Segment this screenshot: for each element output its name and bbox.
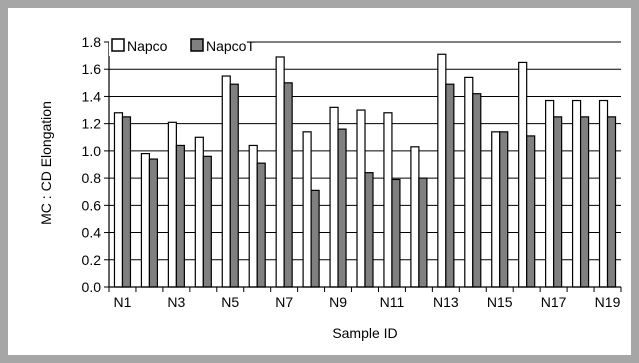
bar-napco-n12 [410,146,420,288]
bar-napco-n4 [194,136,204,288]
y-axis-label: MC : CD Elongation [38,101,54,225]
bar-napcot-n18 [579,116,590,288]
x-tick-label: N7 [275,294,293,310]
bar-napcot-n8 [310,189,320,288]
bar-napco-n10 [356,109,366,288]
x-tick-label: N1 [114,294,132,310]
bar-napcot-n6 [256,162,266,288]
bar-napcot-n10 [364,172,374,288]
y-tick-label: 1.6 [82,61,102,77]
y-tick-label: 0.2 [82,252,102,268]
bar-napco-n7 [275,56,285,288]
bar-napcot-n17 [553,116,563,288]
bar-napco-n13 [437,53,447,288]
x-tick-label: N9 [329,294,347,310]
bar-napco-n15 [491,131,501,288]
bar-napcot-n13 [445,83,455,288]
bar-napcot-n2 [148,158,159,288]
bar-napcot-n7 [283,82,293,288]
y-tick-label: 0.0 [82,279,102,295]
y-tick-label: 0.6 [82,197,102,213]
y-tick-label: 1.0 [82,143,102,159]
legend-swatch-napcot [190,38,204,52]
bar-napcot-n1 [121,116,132,288]
bar-napco-n5 [221,75,231,288]
legend: Napco NapcoT [109,34,255,56]
x-tick-label: N3 [167,294,185,310]
bar-napco-n1 [113,112,124,288]
bar-napcot-n9 [337,128,347,288]
bar-napco-n3 [167,121,177,288]
bar-napco-n11 [383,112,393,288]
bar-napcot-n5 [229,83,239,288]
legend-swatch-napco [111,38,125,52]
y-tick-label: 1.8 [82,34,102,50]
bar-napcot-n12 [418,177,428,288]
x-tick-label: N13 [433,294,459,310]
x-tick-label: N11 [380,294,405,310]
bar-napcot-n3 [175,144,185,288]
y-tick-label: 1.4 [82,88,102,104]
x-tick-labels: N1 N3 N5 N7 N9 N11 N13 N15 N17 N19 [114,294,621,310]
bar-napco-n18 [571,99,582,288]
bar-napcot-n15 [499,131,509,288]
bars [113,53,617,288]
y-tick-labels: 0.0 0.2 0.4 0.6 0.8 1.0 1.2 1.4 1.6 1.8 [82,34,102,295]
bar-napcot-n14 [472,93,482,288]
x-axis-label: Sample ID [332,325,397,341]
bar-napco-n16 [518,61,528,288]
bar-napcot-n16 [526,135,536,288]
bar-napco-n19 [598,99,609,288]
bar-napco-n17 [545,99,555,288]
legend-background [109,34,247,56]
bar-chart: 0.00.20.40.60.81.01.21.41.61.8 N1 N3 N5 N7 N… [38,34,622,341]
legend-label-napco: Napco [127,38,168,54]
bar-napco-n2 [140,153,151,288]
bar-napcot-n19 [606,116,617,288]
x-tick-label: N17 [541,294,567,310]
y-tick-label: 1.2 [82,116,102,132]
legend-label-napcot: NapcoT [206,38,255,54]
bar-napcot-n4 [202,155,212,288]
x-tick-label: N15 [487,294,513,310]
x-tick-label: N19 [595,294,621,310]
bar-napco-n9 [329,106,339,288]
y-tick-label: 0.8 [82,170,102,186]
bar-napcot-n11 [391,178,401,288]
y-tick-label: 0.4 [82,225,102,241]
axes [104,41,622,292]
bar-napco-n14 [464,76,474,288]
bar-napco-n6 [248,144,258,288]
x-tick-label: N5 [221,294,239,310]
bar-napco-n8 [302,131,312,288]
